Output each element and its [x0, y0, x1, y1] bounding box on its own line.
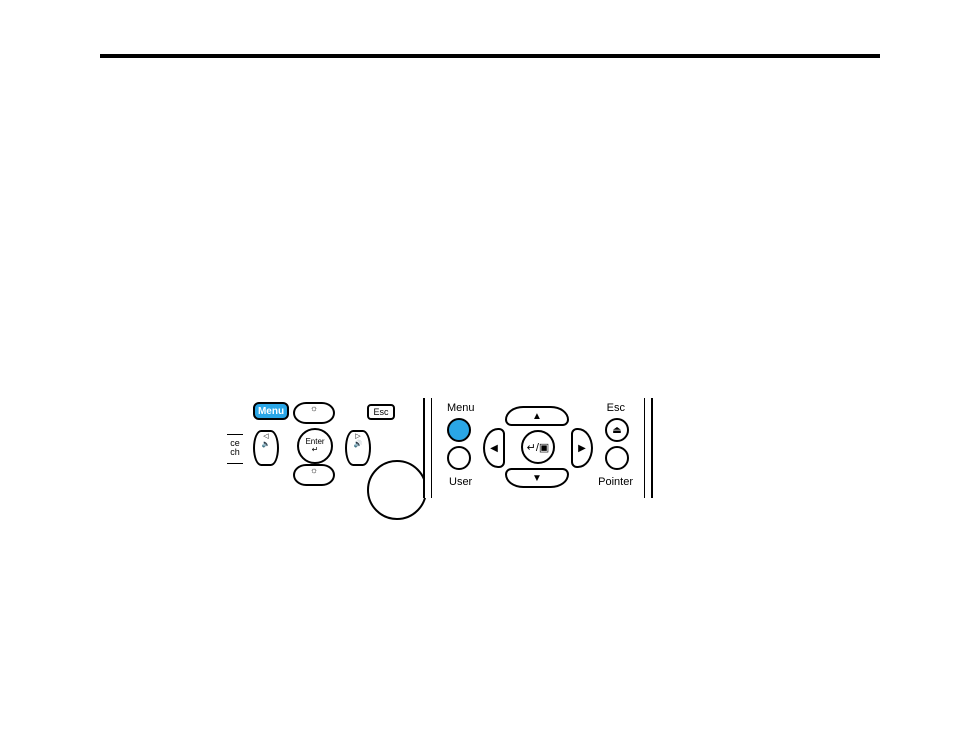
esc-label: Esc: [607, 402, 625, 414]
bezel-arc: [367, 460, 427, 520]
down-arrow-icon: ▼: [532, 473, 542, 484]
volume-up-icon: 🔊: [347, 440, 369, 448]
right-button[interactable]: ▶: [571, 428, 593, 468]
enter-icon: ↵: [312, 446, 319, 454]
pointer-button[interactable]: [605, 446, 629, 470]
source-search-tab: ce ch: [227, 434, 243, 464]
side-label-bottom: ch: [227, 448, 243, 457]
enter-button[interactable]: ↵/▣: [521, 430, 555, 464]
up-button[interactable]: ☼: [293, 402, 335, 424]
menu-label: Menu: [447, 402, 475, 414]
horizontal-rule: [100, 54, 880, 58]
right-arrow-icon: ▷: [347, 432, 369, 440]
control-diagrams: Menu Esc ce ch ☼ ☼ ◁ 🔈 ▷ 🔊: [225, 398, 655, 508]
menu-button[interactable]: Menu: [253, 402, 289, 420]
panel-frame-right: [644, 398, 645, 498]
esc-eject-icon: ⏏: [607, 420, 627, 440]
esc-button[interactable]: ⏏: [605, 418, 629, 442]
panel-frame-left: [431, 398, 432, 498]
left-button[interactable]: ◁ 🔈: [253, 430, 279, 466]
keystone-icon: ☼: [295, 404, 333, 413]
left-button[interactable]: ◀: [483, 428, 505, 468]
enter-button[interactable]: Enter ↵: [297, 428, 333, 464]
user-button[interactable]: [447, 446, 471, 470]
esc-button[interactable]: Esc: [367, 404, 395, 420]
menu-button[interactable]: [447, 418, 471, 442]
left-arrow-icon: ◀: [490, 443, 498, 454]
up-arrow-icon: ▲: [532, 411, 542, 422]
pointer-label: Pointer: [598, 476, 633, 488]
right-button[interactable]: ▷ 🔊: [345, 430, 371, 466]
projector-panel-diagram: Menu Esc User Pointer ⏏ ▲ ▼ ◀ ▶ ↵/▣: [423, 398, 653, 498]
volume-down-icon: 🔈: [255, 440, 277, 448]
up-button[interactable]: ▲: [505, 406, 569, 426]
user-label: User: [449, 476, 472, 488]
enter-icon: ↵/▣: [527, 441, 550, 454]
down-button[interactable]: ☼: [293, 464, 335, 486]
keystone-icon: ☼: [295, 466, 333, 475]
left-arrow-icon: ◁: [255, 432, 277, 440]
right-arrow-icon: ▶: [578, 443, 586, 454]
remote-control-diagram: Menu Esc ce ch ☼ ☼ ◁ 🔈 ▷ 🔊: [225, 398, 405, 498]
down-button[interactable]: ▼: [505, 468, 569, 488]
